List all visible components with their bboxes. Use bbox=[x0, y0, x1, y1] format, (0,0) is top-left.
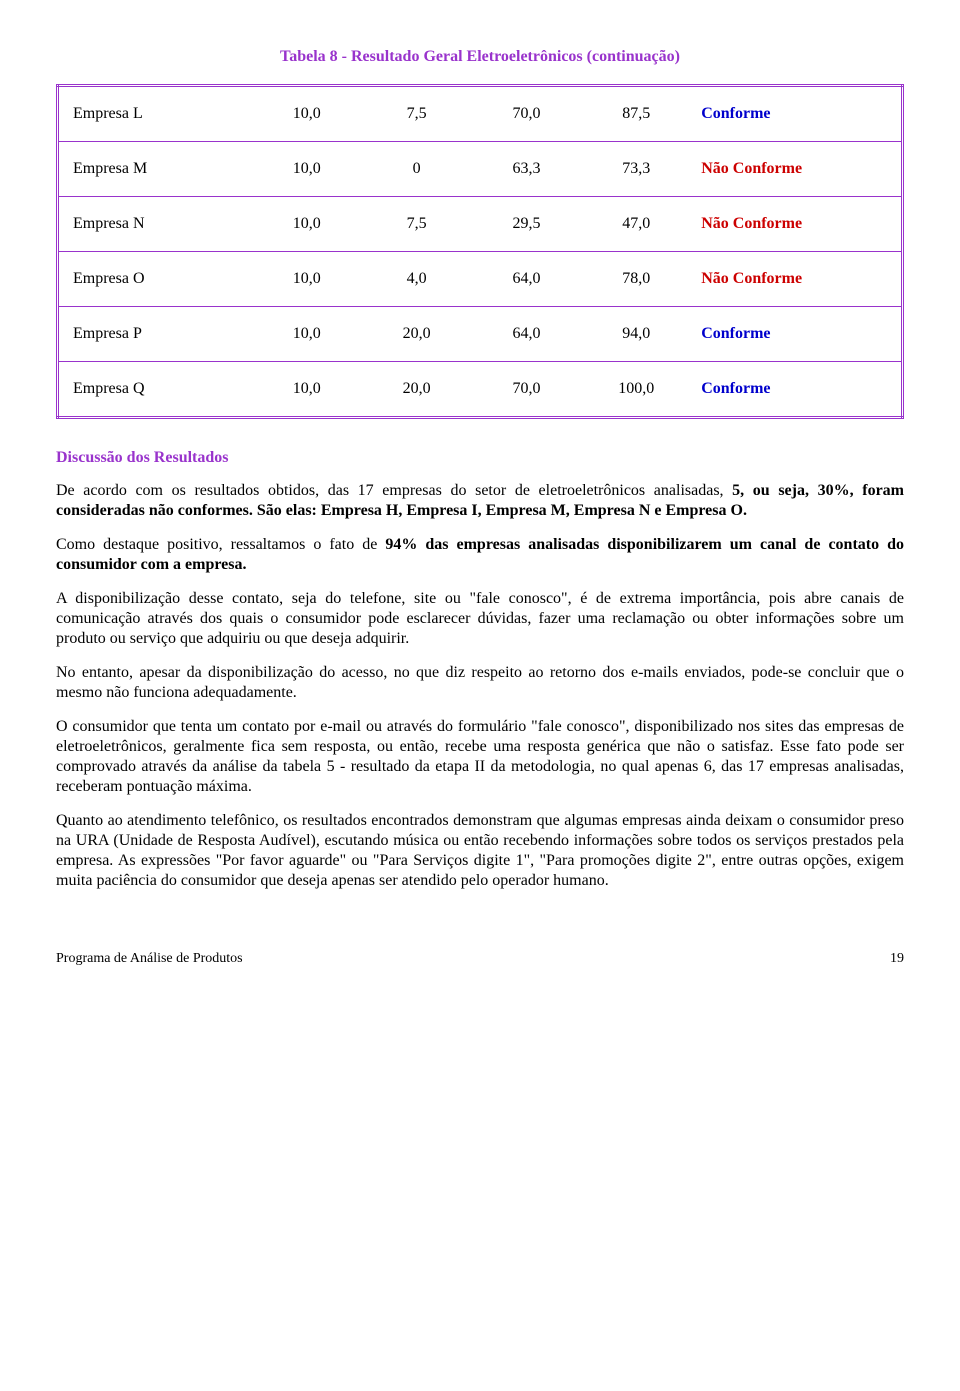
table-row: Empresa N10,07,529,547,0Não Conforme bbox=[58, 197, 903, 252]
row-label: Empresa N bbox=[58, 197, 252, 252]
row-status: Não Conforme bbox=[691, 252, 902, 307]
row-value: 10,0 bbox=[252, 252, 362, 307]
results-table: Empresa L10,07,570,087,5ConformeEmpresa … bbox=[56, 84, 904, 419]
paragraph-2: Como destaque positivo, ressaltamos o fa… bbox=[56, 535, 904, 575]
row-value: 64,0 bbox=[472, 307, 582, 362]
table-row: Empresa L10,07,570,087,5Conforme bbox=[58, 86, 903, 142]
table-caption: Tabela 8 - Resultado Geral Eletroeletrôn… bbox=[56, 48, 904, 66]
row-value: 29,5 bbox=[472, 197, 582, 252]
table-row: Empresa O10,04,064,078,0Não Conforme bbox=[58, 252, 903, 307]
row-value: 20,0 bbox=[362, 362, 472, 418]
row-value: 10,0 bbox=[252, 197, 362, 252]
footer-left: Programa de Análise de Produtos bbox=[56, 951, 243, 967]
row-label: Empresa M bbox=[58, 142, 252, 197]
paragraph-4: No entanto, apesar da disponibilização d… bbox=[56, 663, 904, 703]
row-status: Conforme bbox=[691, 307, 902, 362]
row-value: 10,0 bbox=[252, 307, 362, 362]
section-heading: Discussão dos Resultados bbox=[56, 449, 904, 467]
row-label: Empresa P bbox=[58, 307, 252, 362]
row-status: Não Conforme bbox=[691, 197, 902, 252]
row-value: 100,0 bbox=[581, 362, 691, 418]
paragraph-5: O consumidor que tenta um contato por e-… bbox=[56, 717, 904, 797]
footer-page-number: 19 bbox=[890, 951, 904, 967]
row-value: 10,0 bbox=[252, 142, 362, 197]
row-value: 20,0 bbox=[362, 307, 472, 362]
row-value: 10,0 bbox=[252, 362, 362, 418]
row-value: 7,5 bbox=[362, 197, 472, 252]
row-value: 70,0 bbox=[472, 86, 582, 142]
paragraph-3: A disponibilização desse contato, seja d… bbox=[56, 589, 904, 649]
row-label: Empresa O bbox=[58, 252, 252, 307]
table-row: Empresa M10,0063,373,3Não Conforme bbox=[58, 142, 903, 197]
row-label: Empresa Q bbox=[58, 362, 252, 418]
row-value: 70,0 bbox=[472, 362, 582, 418]
row-value: 47,0 bbox=[581, 197, 691, 252]
row-value: 78,0 bbox=[581, 252, 691, 307]
row-value: 87,5 bbox=[581, 86, 691, 142]
row-value: 10,0 bbox=[252, 86, 362, 142]
row-value: 7,5 bbox=[362, 86, 472, 142]
paragraph-6: Quanto ao atendimento telefônico, os res… bbox=[56, 811, 904, 891]
row-value: 64,0 bbox=[472, 252, 582, 307]
page-footer: Programa de Análise de Produtos 19 bbox=[56, 951, 904, 967]
row-value: 63,3 bbox=[472, 142, 582, 197]
row-label: Empresa L bbox=[58, 86, 252, 142]
row-value: 73,3 bbox=[581, 142, 691, 197]
paragraph-text: De acordo com os resultados obtidos, das… bbox=[56, 482, 732, 499]
row-status: Conforme bbox=[691, 86, 902, 142]
table-row: Empresa P10,020,064,094,0Conforme bbox=[58, 307, 903, 362]
paragraph-1: De acordo com os resultados obtidos, das… bbox=[56, 481, 904, 521]
row-value: 0 bbox=[362, 142, 472, 197]
table-row: Empresa Q10,020,070,0100,0Conforme bbox=[58, 362, 903, 418]
row-status: Não Conforme bbox=[691, 142, 902, 197]
row-status: Conforme bbox=[691, 362, 902, 418]
row-value: 94,0 bbox=[581, 307, 691, 362]
paragraph-text: Como destaque positivo, ressaltamos o fa… bbox=[56, 536, 385, 553]
row-value: 4,0 bbox=[362, 252, 472, 307]
